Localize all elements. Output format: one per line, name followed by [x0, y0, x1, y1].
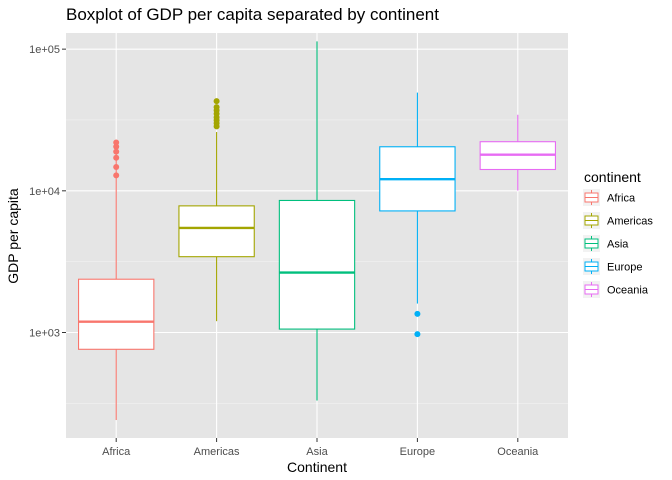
y-tick-label: 1e+05 [29, 44, 60, 56]
outlier-point [113, 143, 120, 150]
y-tick-label: 1e+04 [29, 186, 60, 198]
outlier-point [213, 98, 220, 105]
x-tick-label: Oceania [497, 446, 539, 458]
box-americas [178, 98, 255, 322]
x-tick-label: Europe [400, 446, 435, 458]
x-tick-label: Africa [102, 446, 131, 458]
outlier-point [113, 139, 120, 146]
x-axis-ticks: Africa Americas Asia Europe Oceania [102, 438, 539, 458]
y-axis-ticks: 1e+03 1e+04 1e+05 [29, 44, 66, 339]
legend-item-europe: Europe [583, 258, 642, 275]
x-tick-label: Americas [194, 446, 240, 458]
outlier-point [113, 148, 120, 155]
outlier-point [414, 331, 421, 338]
outlier-point [414, 310, 421, 317]
y-axis-title: GDP per capita [5, 188, 21, 284]
legend-label: Asia [607, 239, 629, 251]
box-africa [78, 139, 155, 421]
legend-item-asia: Asia [583, 235, 629, 252]
outlier-point [113, 164, 120, 171]
chart-title: Boxplot of GDP per capita separated by c… [66, 5, 439, 24]
x-tick-label: Asia [306, 446, 328, 458]
legend-item-americas: Americas [583, 212, 653, 229]
legend: continent Africa Americas Asia Europe Oceani… [583, 169, 653, 298]
boxes [78, 41, 556, 421]
y-tick-label: 1e+03 [29, 327, 60, 339]
outlier-point [113, 154, 120, 161]
x-axis-title: Continent [287, 459, 347, 475]
legend-label: Africa [607, 193, 636, 205]
box-iqr [178, 205, 255, 258]
legend-item-africa: Africa [583, 189, 636, 206]
legend-label: Americas [607, 216, 653, 228]
legend-item-oceania: Oceania [583, 281, 649, 298]
legend-label: Oceania [607, 285, 649, 297]
box-iqr [78, 278, 155, 350]
box-europe [379, 92, 456, 338]
legend-title: continent [584, 169, 641, 185]
outlier-point [113, 172, 120, 179]
outlier-point [213, 104, 220, 111]
legend-label: Europe [607, 262, 642, 274]
box-asia [278, 41, 356, 401]
box-oceania [479, 114, 556, 191]
box-iqr [278, 199, 356, 330]
